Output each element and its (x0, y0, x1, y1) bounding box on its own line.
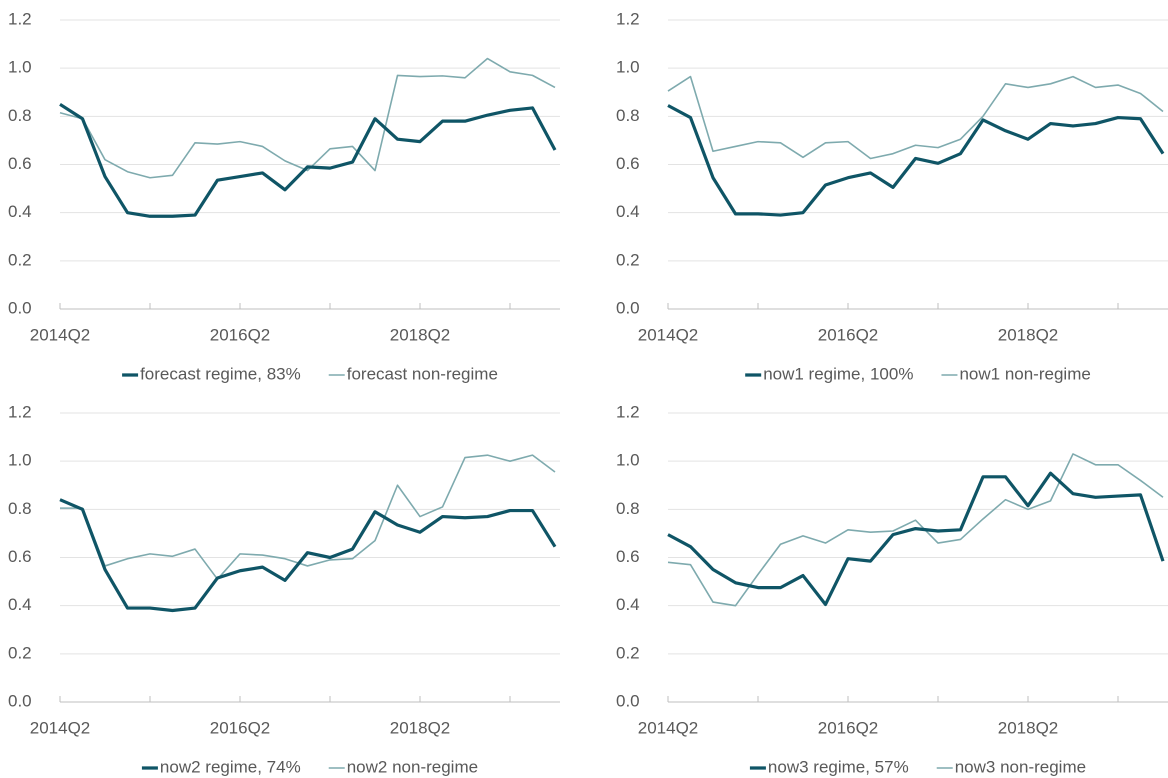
y-tick-label: 0.2 (8, 643, 32, 662)
chart-panel: 0.0 0.2 0.4 0.6 0.8 1.0 1.2 2014Q2 2016Q2 2018Q2 n… (8, 402, 560, 776)
series-line (59, 57, 556, 179)
y-tick-label: 0.8 (8, 106, 32, 125)
x-tick-label: 2014Q2 (30, 718, 91, 737)
legend-label: now2 regime, 74% (160, 757, 301, 776)
series-line (667, 104, 1165, 217)
y-tick-label: 1.0 (8, 451, 32, 470)
y-tick-label: 0.4 (616, 202, 640, 221)
y-tick-label: 0.0 (616, 691, 640, 710)
legend-label: forecast regime, 83% (140, 364, 301, 383)
legend: now2 regime, 74% now2 non-regime (141, 757, 478, 776)
x-tick-label: 2016Q2 (818, 718, 879, 737)
series-line (59, 102, 557, 218)
y-tick-label: 0.4 (8, 595, 32, 614)
x-tick-label: 2018Q2 (390, 325, 451, 344)
y-tick-label: 1.2 (8, 402, 32, 421)
y-tick-label: 0.0 (8, 298, 32, 317)
x-tick-label: 2014Q2 (30, 325, 91, 344)
y-tick-label: 0.6 (616, 547, 640, 566)
y-tick-label: 0.8 (8, 499, 32, 518)
x-tick-label: 2014Q2 (638, 325, 699, 344)
x-tick-label: 2018Q2 (998, 325, 1059, 344)
y-tick-label: 1.0 (8, 58, 32, 77)
legend: now3 regime, 57% now3 non-regime (749, 757, 1086, 776)
y-tick-label: 0.0 (8, 691, 32, 710)
series-line (667, 75, 1164, 160)
x-tick-label: 2014Q2 (638, 718, 699, 737)
chart-panel: 0.0 0.2 0.4 0.6 0.8 1.0 1.2 2014Q2 2016Q2 2018Q2 n… (616, 9, 1168, 383)
series-line (59, 498, 557, 613)
y-tick-label: 0.6 (8, 547, 32, 566)
y-tick-label: 1.0 (616, 58, 640, 77)
y-tick-label: 0.2 (616, 250, 640, 269)
y-tick-label: 0.0 (616, 298, 640, 317)
x-tick-label: 2016Q2 (210, 325, 271, 344)
y-tick-label: 0.8 (616, 106, 640, 125)
series-line (60, 454, 556, 580)
chart-panel: 0.0 0.2 0.4 0.6 0.8 1.0 1.2 2014Q2 2016Q2 2018Q2 f… (8, 9, 560, 383)
x-tick-label: 2016Q2 (210, 718, 271, 737)
y-tick-label: 0.6 (8, 154, 32, 173)
y-tick-label: 0.8 (616, 499, 640, 518)
legend-label: now3 non-regime (955, 757, 1086, 776)
x-tick-label: 2016Q2 (818, 325, 879, 344)
legend: forecast regime, 83% forecast non-regime (122, 364, 498, 383)
y-tick-label: 1.0 (616, 451, 640, 470)
legend-label: now3 regime, 57% (768, 757, 909, 776)
legend-label: forecast non-regime (347, 364, 498, 383)
legend: now1 regime, 100% now1 non-regime (745, 364, 1091, 383)
y-tick-label: 1.2 (616, 402, 640, 421)
y-tick-label: 1.2 (8, 9, 32, 28)
y-tick-label: 0.2 (8, 250, 32, 269)
y-tick-label: 0.6 (616, 154, 640, 173)
series-line (667, 471, 1165, 607)
y-tick-label: 0.4 (616, 595, 640, 614)
x-tick-label: 2018Q2 (998, 718, 1059, 737)
legend-label: now2 non-regime (347, 757, 478, 776)
legend-label: now1 regime, 100% (763, 364, 913, 383)
chart-panel: 0.0 0.2 0.4 0.6 0.8 1.0 1.2 2014Q2 2016Q2 2018Q2 n… (616, 402, 1168, 776)
y-tick-label: 1.2 (616, 9, 640, 28)
y-tick-label: 0.4 (8, 202, 32, 221)
x-tick-label: 2018Q2 (390, 718, 451, 737)
y-tick-label: 0.2 (616, 643, 640, 662)
legend-label: now1 non-regime (959, 364, 1090, 383)
